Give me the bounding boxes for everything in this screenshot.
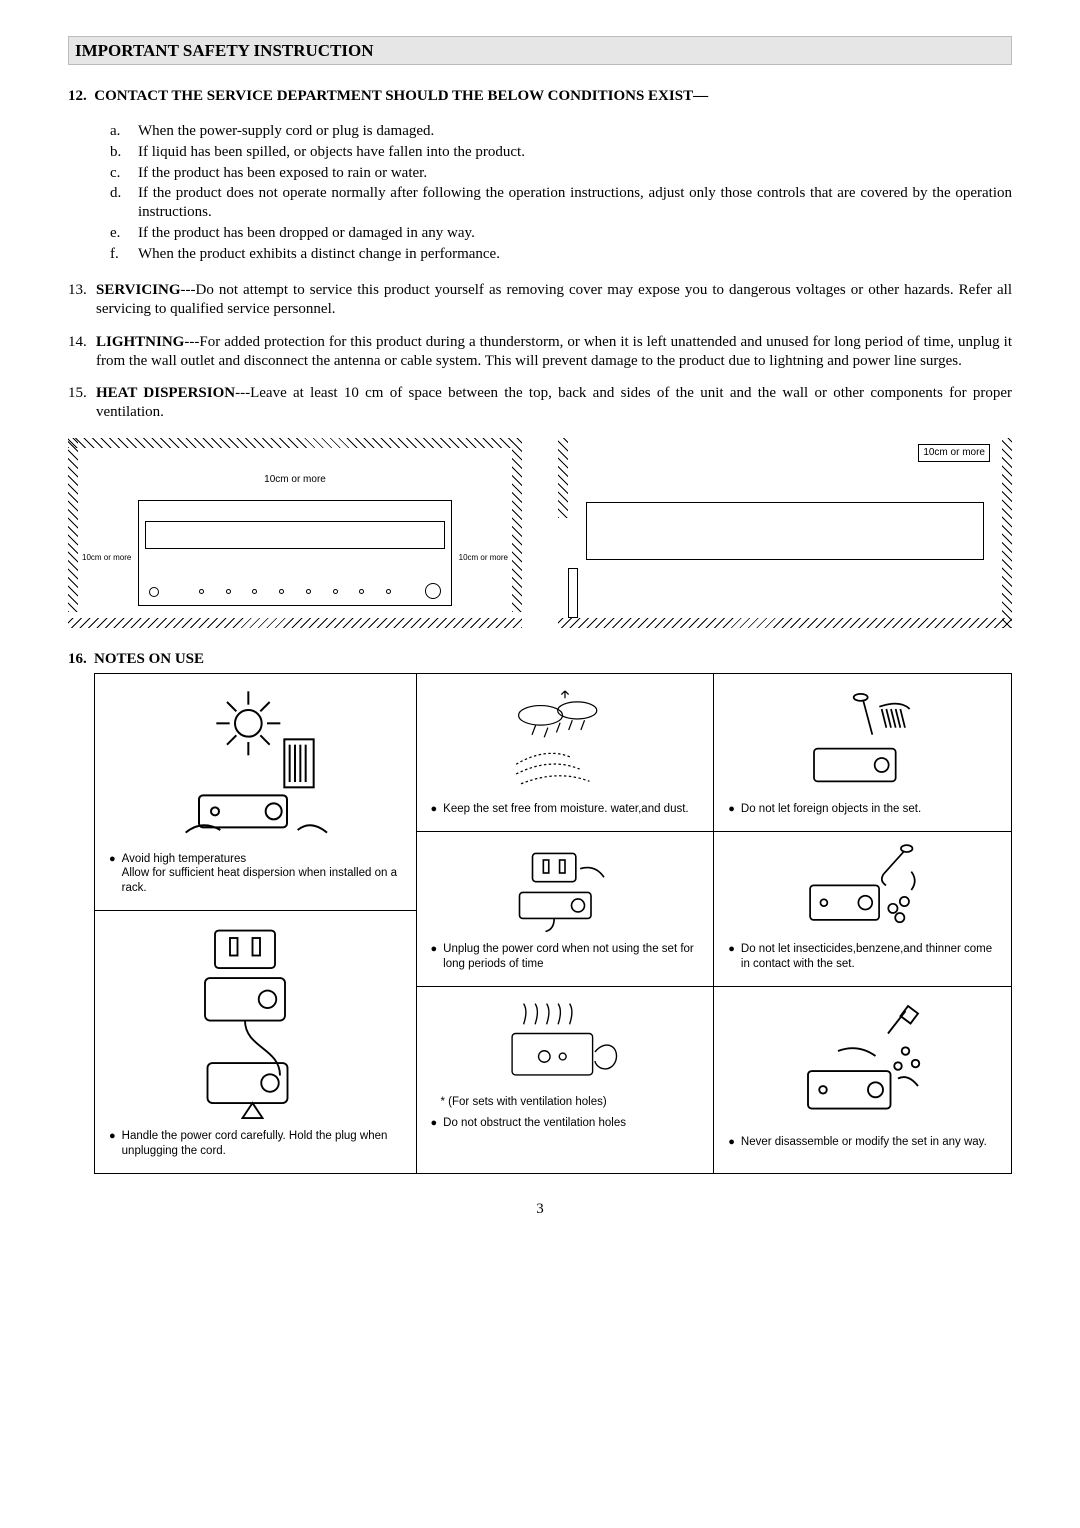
moisture-dust-icon xyxy=(431,686,700,796)
note-star-text: * (For sets with ventilation holes) xyxy=(431,1095,700,1110)
note-text: Do not obstruct the ventilation holes xyxy=(443,1116,699,1131)
shelf xyxy=(558,618,1012,628)
unplug-icon xyxy=(431,844,700,936)
item-number: 15. xyxy=(68,384,96,422)
receiver-side xyxy=(586,502,984,560)
sun-heat-icon xyxy=(109,686,402,846)
marker: d. xyxy=(110,184,138,222)
ventilation-icon xyxy=(431,999,700,1091)
text: When the product exhibits a distinct cha… xyxy=(138,245,1012,264)
wall-top xyxy=(68,438,522,448)
bullet-icon: ● xyxy=(431,1116,438,1131)
label-top: 10cm or more xyxy=(264,474,326,487)
marker: b. xyxy=(110,143,138,162)
note-ventilation: * (For sets with ventilation holes) ● Do … xyxy=(417,986,714,1173)
item-14: 14. LIGHTNING---For added protection for… xyxy=(68,333,1012,371)
knob-icon xyxy=(149,587,159,597)
item-13: 13. SERVICING---Do not attempt to servic… xyxy=(68,281,1012,319)
wall-left xyxy=(68,438,78,612)
floor xyxy=(68,618,522,628)
marker: a. xyxy=(110,122,138,141)
bullet-icon: ● xyxy=(431,802,438,817)
note-power-cord: ●Handle the power cord carefully. Hold t… xyxy=(95,910,416,1173)
item-12-title: CONTACT THE SERVICE DEPARTMENT SHOULD TH… xyxy=(94,88,708,104)
section-header: IMPORTANT SAFETY INSTRUCTION xyxy=(68,36,1012,65)
marker: c. xyxy=(110,164,138,183)
bullet-icon: ● xyxy=(109,1129,116,1159)
bullet-icon: ● xyxy=(109,852,116,897)
volume-knob-icon xyxy=(425,583,441,599)
shelf-leg xyxy=(568,568,578,618)
item-lead: HEAT DISPERSION xyxy=(96,385,235,401)
text: If the product has been dropped or damag… xyxy=(138,224,1012,243)
bullet-icon: ● xyxy=(728,802,735,817)
power-cord-icon xyxy=(109,923,402,1123)
item-body: SERVICING---Do not attempt to service th… xyxy=(96,281,1012,319)
notes-on-use-grid: ●Avoid high temperatures Allow for suffi… xyxy=(94,673,1012,1175)
item-15: 15. HEAT DISPERSION---Leave at least 10 … xyxy=(68,384,1012,422)
wall-front-partial xyxy=(558,438,568,518)
label-right: 10cm or more xyxy=(459,553,508,563)
diagram-side: 10cm or more xyxy=(558,438,1012,628)
notes-col-1: ●Avoid high temperatures Allow for suffi… xyxy=(95,674,416,1174)
item-lead: LIGHTNING xyxy=(96,334,184,350)
marker: f. xyxy=(110,245,138,264)
note-unplug: ●Unplug the power cord when not using th… xyxy=(417,831,714,986)
note-chemicals: ●Do not let insecticides,benzene,and thi… xyxy=(714,831,1011,986)
bullet-icon: ● xyxy=(728,942,735,972)
receiver-front xyxy=(138,500,452,606)
label-top-box: 10cm or more xyxy=(918,444,990,463)
notes-col-3: ● Do not let foreign objects in the set. xyxy=(713,674,1011,1174)
bullet-icon: ● xyxy=(431,942,438,972)
item-body: LIGHTNING---For added protection for thi… xyxy=(96,333,1012,371)
item-text: Do not attempt to service this product y… xyxy=(96,282,1012,317)
label-left: 10cm or more xyxy=(82,553,131,563)
note-disassemble: ● Never disassemble or modify the set in … xyxy=(714,986,1011,1173)
display-panel xyxy=(145,521,445,549)
item-16-title: 16.NOTES ON USE xyxy=(68,650,1012,669)
item-16-label: NOTES ON USE xyxy=(94,651,204,667)
notes-col-2: ● Keep the set free from moisture. water,… xyxy=(416,674,714,1174)
item-16-number: 16. xyxy=(68,650,94,669)
note-high-temp: ●Avoid high temperatures Allow for suffi… xyxy=(95,674,416,911)
sep: --- xyxy=(181,282,196,298)
note-foreign-objects: ● Do not let foreign objects in the set. xyxy=(714,674,1011,831)
diagram-front: 10cm or more 10cm or more 10cm or more xyxy=(68,438,522,628)
bullet-icon: ● xyxy=(728,1135,735,1150)
text: When the power-supply cord or plug is da… xyxy=(138,122,1012,141)
note-text: Do not let insecticides,benzene,and thin… xyxy=(741,942,997,972)
note-text: Avoid high temperatures Allow for suffic… xyxy=(122,852,402,897)
text: If liquid has been spilled, or objects h… xyxy=(138,143,1012,162)
sep: --- xyxy=(184,334,199,350)
chemicals-icon xyxy=(728,844,997,936)
item-number: 13. xyxy=(68,281,96,319)
item-12-heading: 12. CONTACT THE SERVICE DEPARTMENT SHOUL… xyxy=(68,87,1012,106)
page-number: 3 xyxy=(68,1200,1012,1219)
wall-right xyxy=(512,438,522,612)
item-lead: SERVICING xyxy=(96,282,181,298)
note-text: Handle the power cord carefully. Hold th… xyxy=(122,1129,402,1159)
note-text: Keep the set free from moisture. water,a… xyxy=(443,802,699,817)
button-row xyxy=(199,589,391,595)
sep: --- xyxy=(235,385,250,401)
marker: e. xyxy=(110,224,138,243)
item-12-list: a.When the power-supply cord or plug is … xyxy=(110,122,1012,263)
clearance-diagrams: 10cm or more 10cm or more 10cm or more 1… xyxy=(68,438,1012,628)
item-text: For added protection for this product du… xyxy=(96,334,1012,369)
text: If the product has been exposed to rain … xyxy=(138,164,1012,183)
foreign-objects-icon xyxy=(728,686,997,796)
text: If the product does not operate normally… xyxy=(138,184,1012,222)
note-text: Unplug the power cord when not using the… xyxy=(443,942,699,972)
disassemble-icon xyxy=(728,999,997,1129)
note-text: Never disassemble or modify the set in a… xyxy=(741,1135,997,1150)
wall-back xyxy=(1002,438,1012,628)
item-body: HEAT DISPERSION---Leave at least 10 cm o… xyxy=(96,384,1012,422)
note-text: Do not let foreign objects in the set. xyxy=(741,802,997,817)
item-number: 14. xyxy=(68,333,96,371)
note-moisture: ● Keep the set free from moisture. water,… xyxy=(417,674,714,831)
item-12-number: 12. xyxy=(68,88,87,104)
